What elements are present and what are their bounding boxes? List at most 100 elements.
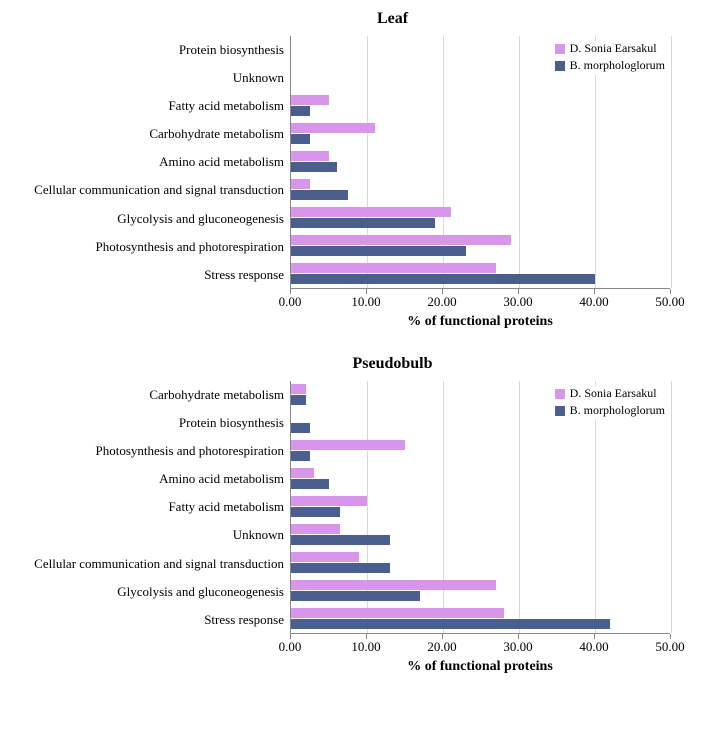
bar (291, 535, 390, 545)
bar (291, 479, 329, 489)
y-axis-label: Carbohydrate metabolism (10, 120, 290, 148)
category-group (291, 260, 670, 288)
bar (291, 608, 504, 618)
x-tick-label: 10.00 (351, 294, 380, 310)
y-axis-label: Photosynthesis and photorespiration (10, 437, 290, 465)
bar (291, 179, 310, 189)
legend-label: D. Sonia Earsakul (570, 41, 657, 56)
chart-title: Leaf (10, 10, 695, 28)
bar (291, 591, 420, 601)
plot-area: D. Sonia Earsakul B. morphologlorum (290, 36, 670, 289)
legend-swatch (555, 44, 565, 54)
y-axis-label: Amino acid metabolism (10, 465, 290, 493)
bar (291, 468, 314, 478)
y-axis-label: Carbohydrate metabolism (10, 381, 290, 409)
category-group (291, 549, 670, 577)
legend-label: B. morphologlorum (570, 403, 665, 418)
y-axis-label: Fatty acid metabolism (10, 493, 290, 521)
bar (291, 423, 310, 433)
y-axis-label: Photosynthesis and photorespiration (10, 233, 290, 261)
bar (291, 263, 496, 273)
y-axis-label: Glycolysis and gluconeogenesis (10, 578, 290, 606)
bar (291, 190, 348, 200)
legend-swatch (555, 406, 565, 416)
bar (291, 524, 340, 534)
category-group (291, 605, 670, 633)
legend-label: B. morphologlorum (570, 58, 665, 73)
chart-title: Pseudobulb (10, 355, 695, 373)
x-tick-label: 30.00 (503, 639, 532, 655)
x-tick-label: 50.00 (655, 294, 684, 310)
bar (291, 246, 466, 256)
category-group (291, 465, 670, 493)
x-tick-label: 0.00 (279, 639, 302, 655)
x-tick-labels: 0.0010.0020.0030.0040.0050.00 (290, 294, 670, 312)
legend: D. Sonia Earsakul B. morphologlorum (555, 386, 665, 420)
x-tick-label: 10.00 (351, 639, 380, 655)
y-axis-label: Glycolysis and gluconeogenesis (10, 205, 290, 233)
category-group (291, 148, 670, 176)
legend-swatch (555, 389, 565, 399)
x-axis-label: % of functional proteins (290, 659, 670, 675)
bar (291, 235, 511, 245)
bar (291, 507, 340, 517)
y-axis-label: Unknown (10, 64, 290, 92)
bar (291, 395, 306, 405)
bar (291, 580, 496, 590)
y-labels: Protein biosynthesisUnknownFatty acid me… (10, 36, 290, 289)
category-group (291, 232, 670, 260)
category-group (291, 493, 670, 521)
bar (291, 384, 306, 394)
x-tick-label: 0.00 (279, 294, 302, 310)
bar (291, 207, 451, 217)
legend-item: B. morphologlorum (555, 58, 665, 73)
bar (291, 552, 359, 562)
x-tick-label: 40.00 (579, 294, 608, 310)
gridline (671, 381, 672, 633)
y-axis-label: Protein biosynthesis (10, 36, 290, 64)
category-group (291, 176, 670, 204)
bar (291, 134, 310, 144)
category-group (291, 120, 670, 148)
legend-item: B. morphologlorum (555, 403, 665, 418)
legend-item: D. Sonia Earsakul (555, 41, 665, 56)
plot-area: D. Sonia Earsakul B. morphologlorum (290, 381, 670, 634)
x-tick-label: 30.00 (503, 294, 532, 310)
x-tick-label: 20.00 (427, 639, 456, 655)
bar (291, 218, 435, 228)
y-labels: Carbohydrate metabolismProtein biosynthe… (10, 381, 290, 634)
plot-wrap: Carbohydrate metabolismProtein biosynthe… (10, 381, 695, 634)
bar (291, 496, 367, 506)
bar (291, 619, 610, 629)
category-group (291, 521, 670, 549)
x-tick-labels: 0.0010.0020.0030.0040.0050.00 (290, 639, 670, 657)
category-group (291, 437, 670, 465)
legend-label: D. Sonia Earsakul (570, 386, 657, 401)
bar (291, 123, 375, 133)
legend-swatch (555, 61, 565, 71)
x-tick-label: 20.00 (427, 294, 456, 310)
bar (291, 106, 310, 116)
bar (291, 451, 310, 461)
category-group (291, 577, 670, 605)
x-tick-label: 50.00 (655, 639, 684, 655)
y-axis-label: Cellular communication and signal transd… (10, 550, 290, 578)
y-axis-label: Cellular communication and signal transd… (10, 177, 290, 205)
chart-panel: Leaf Protein biosynthesisUnknownFatty aci… (10, 10, 695, 330)
y-axis-label: Protein biosynthesis (10, 409, 290, 437)
bar (291, 162, 337, 172)
x-tick-label: 40.00 (579, 639, 608, 655)
y-axis-label: Stress response (10, 261, 290, 289)
gridline (671, 36, 672, 288)
bar (291, 151, 329, 161)
y-axis-label: Fatty acid metabolism (10, 92, 290, 120)
legend-item: D. Sonia Earsakul (555, 386, 665, 401)
x-axis-label: % of functional proteins (290, 314, 670, 330)
chart-panel: Pseudobulb Carbohydrate metabolismProtein… (10, 355, 695, 675)
bar (291, 440, 405, 450)
category-group (291, 204, 670, 232)
y-axis-label: Unknown (10, 522, 290, 550)
y-axis-label: Stress response (10, 606, 290, 634)
plot-wrap: Protein biosynthesisUnknownFatty acid me… (10, 36, 695, 289)
category-group (291, 92, 670, 120)
